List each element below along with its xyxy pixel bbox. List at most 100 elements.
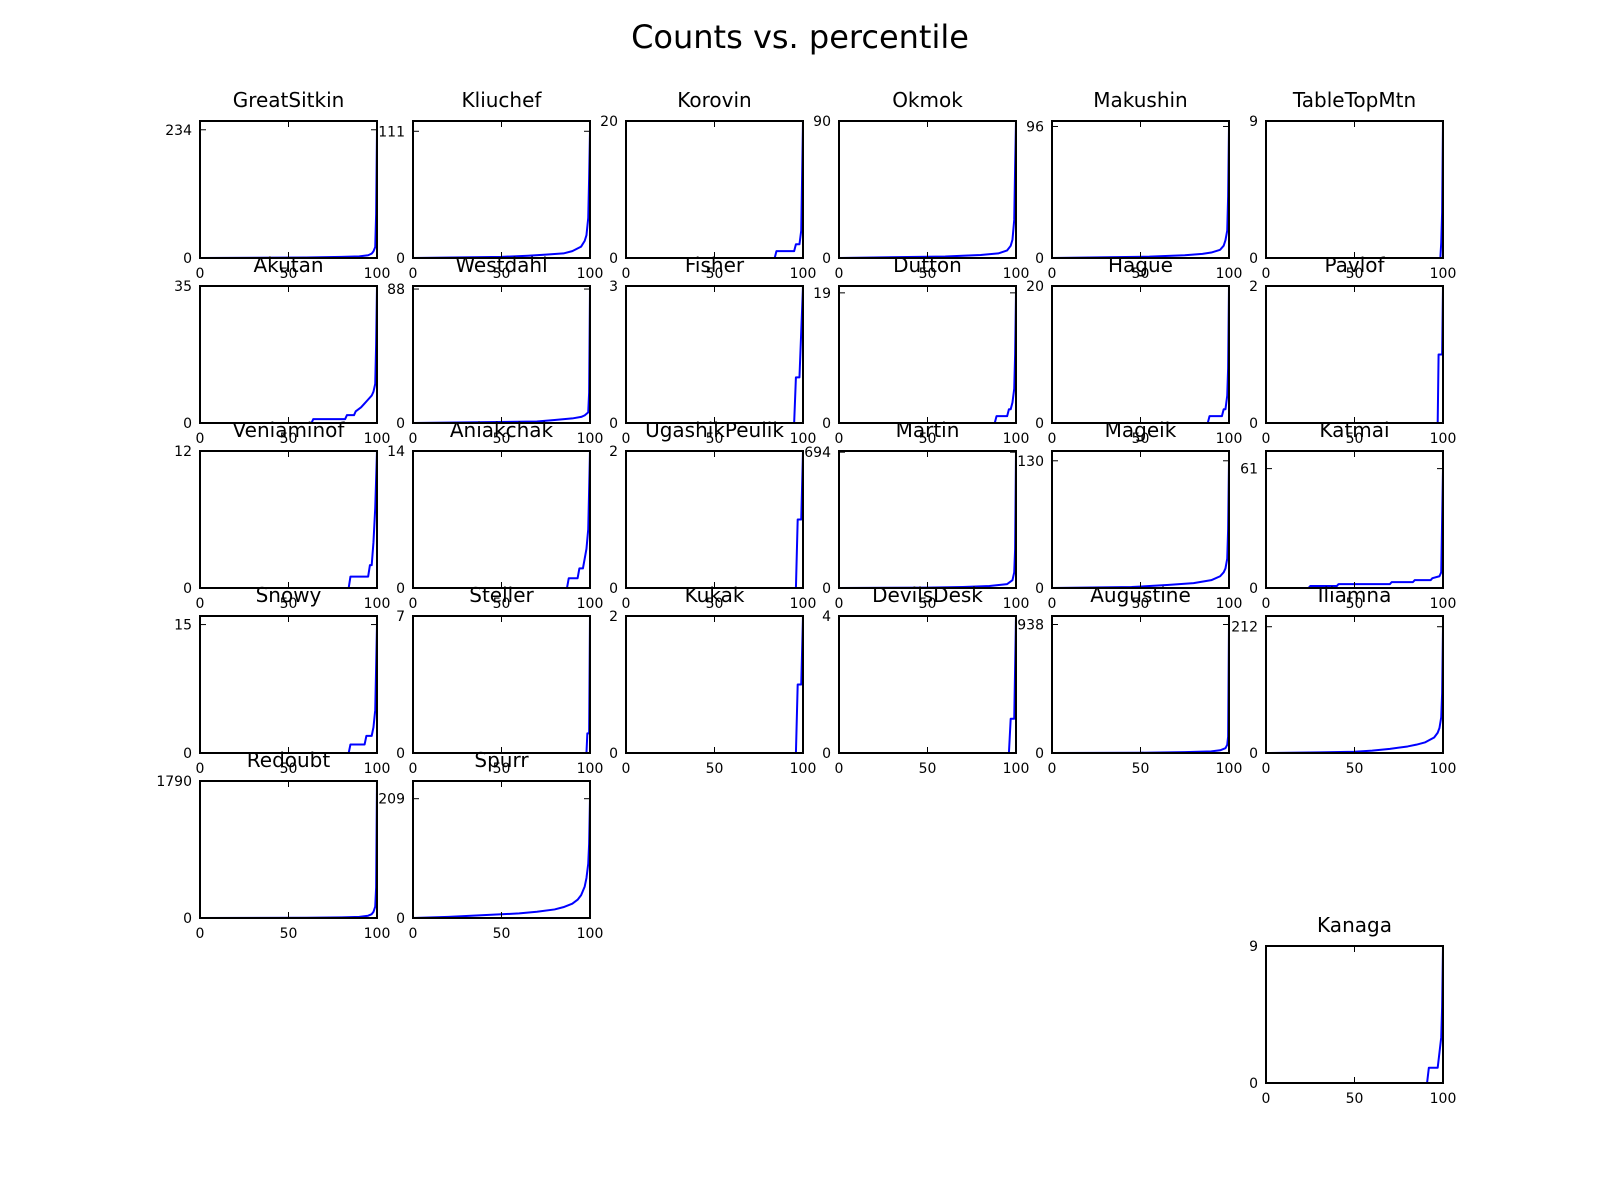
subplot-title: GreatSitkin xyxy=(233,88,345,112)
y-tick-label: 694 xyxy=(804,445,831,461)
x-tick-label: 50 xyxy=(1132,596,1150,612)
x-tick-label: 50 xyxy=(493,926,511,942)
subplot-title: Veniaminof xyxy=(233,418,346,442)
axes-frame xyxy=(1265,615,1444,754)
x-tick-label: 50 xyxy=(493,761,511,777)
y-tick-label: 0 xyxy=(1249,581,1258,597)
series-line xyxy=(200,624,377,753)
y-tick-label: 209 xyxy=(378,792,405,808)
axes-frame xyxy=(1051,120,1230,259)
axes-frame xyxy=(412,780,591,919)
x-tick-label: 0 xyxy=(1048,761,1057,777)
subplot-okmok: Okmok 0 50 100 0 90 xyxy=(813,88,1029,282)
x-tick-label: 100 xyxy=(1430,266,1457,282)
y-tick-label: 0 xyxy=(1249,416,1258,432)
y-tick-label: 234 xyxy=(165,123,192,139)
x-tick-label: 100 xyxy=(364,431,391,447)
axes-frame xyxy=(412,285,591,424)
y-tick-label: 0 xyxy=(1249,251,1258,267)
axes-frame xyxy=(199,450,378,589)
x-tick-label: 100 xyxy=(364,596,391,612)
subplot-title: Spurr xyxy=(474,748,529,772)
axes-frame xyxy=(199,780,378,919)
subplot-greatsitkin: GreatSitkin 0 50 100 0 234 xyxy=(165,88,390,282)
axes-frame xyxy=(1051,450,1230,589)
x-tick-label: 0 xyxy=(1262,431,1271,447)
series-line xyxy=(1266,626,1443,753)
axes-frame xyxy=(1051,285,1230,424)
subplot-title: DevilsDesk xyxy=(872,583,983,607)
series-line xyxy=(1266,468,1443,588)
subplot-title: Korovin xyxy=(677,88,751,112)
x-tick-label: 0 xyxy=(196,266,205,282)
x-tick-label: 50 xyxy=(280,926,298,942)
x-tick-label: 50 xyxy=(280,761,298,777)
axes-frame xyxy=(1265,450,1444,589)
subplot-title: Dutton xyxy=(893,253,962,277)
x-tick-label: 100 xyxy=(790,596,817,612)
x-tick-label: 100 xyxy=(790,761,817,777)
x-tick-label: 50 xyxy=(1132,761,1150,777)
series-line xyxy=(1052,286,1229,423)
x-tick-label: 50 xyxy=(1346,761,1364,777)
x-tick-label: 50 xyxy=(1346,431,1364,447)
x-tick-label: 0 xyxy=(196,596,205,612)
y-tick-label: 0 xyxy=(183,746,192,762)
axes-frame xyxy=(1051,615,1230,754)
series-line xyxy=(1266,286,1443,423)
subplot-title: Kukak xyxy=(685,583,745,607)
x-tick-label: 0 xyxy=(196,761,205,777)
y-tick-label: 14 xyxy=(387,444,405,460)
y-tick-label: 0 xyxy=(183,581,192,597)
x-tick-label: 100 xyxy=(790,431,817,447)
y-tick-label: 35 xyxy=(174,279,192,295)
axes-frame xyxy=(838,285,1017,424)
subplot-title: Makushin xyxy=(1093,88,1187,112)
subplot-title: Hague xyxy=(1108,253,1173,277)
y-tick-label: 111 xyxy=(378,124,405,140)
x-tick-label: 100 xyxy=(1003,266,1030,282)
subplot-title: Mageik xyxy=(1105,418,1177,442)
x-tick-label: 0 xyxy=(409,596,418,612)
x-tick-label: 50 xyxy=(1132,266,1150,282)
x-tick-label: 50 xyxy=(919,266,937,282)
x-tick-label: 100 xyxy=(1430,431,1457,447)
series-line xyxy=(1052,460,1229,588)
x-tick-label: 0 xyxy=(409,761,418,777)
x-tick-label: 0 xyxy=(835,266,844,282)
y-tick-label: 12 xyxy=(174,444,192,460)
axes-frame xyxy=(199,285,378,424)
x-tick-label: 100 xyxy=(577,431,604,447)
axes-frame xyxy=(625,615,804,754)
axes-frame xyxy=(412,450,591,589)
x-tick-label: 100 xyxy=(364,266,391,282)
x-tick-label: 100 xyxy=(577,596,604,612)
series-line xyxy=(1052,126,1229,258)
x-tick-label: 100 xyxy=(790,266,817,282)
x-tick-label: 100 xyxy=(577,761,604,777)
x-tick-label: 100 xyxy=(364,926,391,942)
x-tick-label: 0 xyxy=(835,431,844,447)
series-line xyxy=(839,452,1016,588)
x-tick-label: 50 xyxy=(280,596,298,612)
y-tick-label: 0 xyxy=(396,581,405,597)
series-line xyxy=(626,616,803,753)
series-line xyxy=(413,798,590,918)
subplot-tabletopmtn: TableTopMtn 0 50 100 0 9 xyxy=(1249,88,1456,282)
y-tick-label: 0 xyxy=(396,251,405,267)
axes-frame xyxy=(625,285,804,424)
series-line xyxy=(1266,121,1443,258)
y-tick-label: 3 xyxy=(609,279,618,295)
y-tick-label: 20 xyxy=(600,114,618,130)
y-tick-label: 0 xyxy=(609,416,618,432)
